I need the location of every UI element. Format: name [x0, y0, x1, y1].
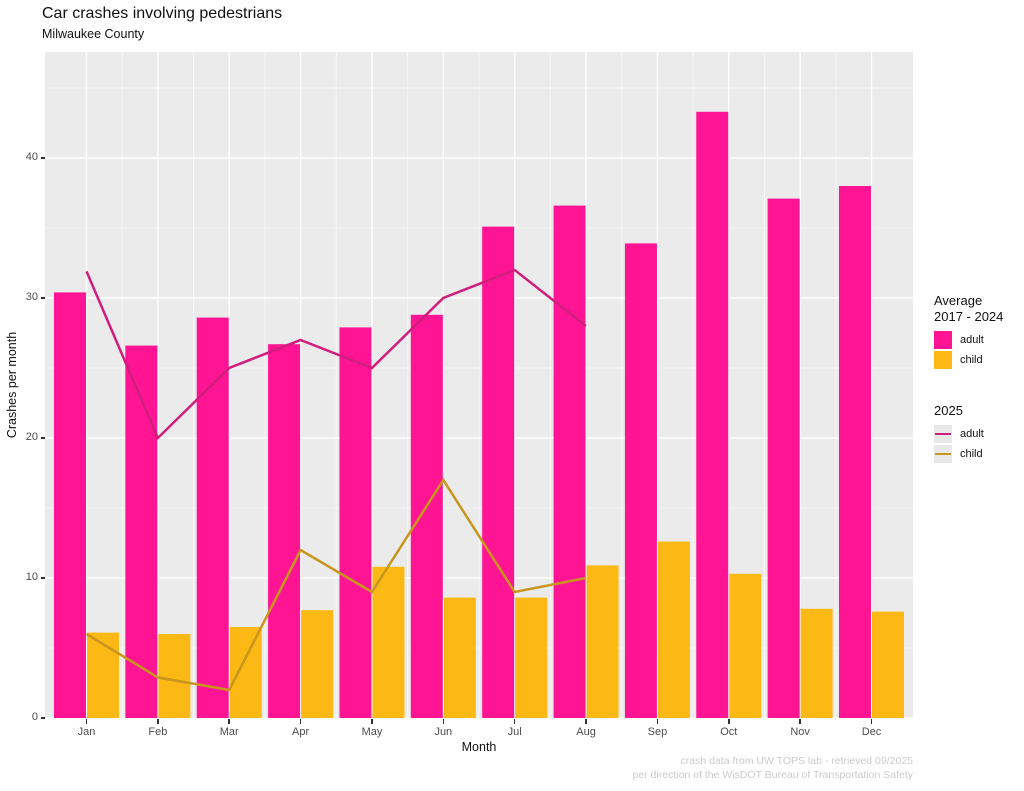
x-tick-mark [299, 719, 302, 724]
x-tick-label: Jul [507, 726, 522, 738]
legend-key-2025-child [934, 445, 952, 463]
bar-adult-aug [553, 205, 586, 719]
legend: Average 2017 - 2024 adult child 2025 adu… [934, 293, 1024, 465]
bar-adult-dec [839, 186, 871, 718]
x-tick-mark [799, 719, 801, 724]
y-tick-mark [41, 437, 45, 439]
y-tick-label: 10 [25, 571, 38, 583]
x-tick-mark [228, 719, 230, 724]
chart-subtitle: Milwaukee County [42, 27, 145, 41]
y-tick-label: 0 [31, 711, 38, 723]
legend-item-label: child [960, 354, 983, 366]
y-tick-mark [41, 717, 45, 719]
bar-child-dec [872, 611, 904, 718]
bar-adult-jan [54, 292, 86, 718]
x-tick-label: Aug [576, 726, 596, 738]
bar-child-oct [729, 573, 762, 718]
bar-child-jan [87, 632, 119, 718]
bar-child-feb [158, 634, 191, 718]
bar-child-mar [229, 627, 262, 718]
legend-items-average: adult child [934, 331, 1024, 369]
x-tick-mark [870, 719, 873, 724]
line-2025-child [85, 477, 587, 692]
bar-adult-apr [268, 344, 301, 718]
x-tick-label: Apr [292, 726, 310, 738]
bar-adult-nov [767, 198, 800, 719]
x-tick-label: Dec [861, 726, 882, 738]
y-tick-mark [41, 297, 45, 299]
legend-key-2025-adult [934, 425, 952, 443]
bar-child-aug [586, 565, 619, 718]
bar-child-jul [515, 597, 548, 718]
x-tick-mark [585, 719, 587, 724]
y-tick-label: 40 [25, 151, 38, 163]
x-tick-label: Oct [720, 726, 738, 738]
x-tick-mark [513, 719, 516, 724]
x-tick-label: Jan [77, 726, 96, 738]
y-tick-label: 20 [25, 431, 38, 443]
legend-title-2025: 2025 [934, 403, 963, 418]
bar-adult-may [339, 327, 372, 718]
plot-panel [45, 52, 913, 719]
caption-line2: per direction of the WisDOT Bureau of Tr… [632, 768, 913, 781]
bar-adult-jul [482, 226, 515, 718]
legend-swatch-avg-child-icon [934, 351, 952, 369]
bar-adult-feb [125, 345, 158, 718]
chart-canvas [45, 52, 913, 719]
x-tick-mark [442, 719, 445, 724]
legend-items-2025: adult child [934, 425, 1024, 463]
caption: crash data from UW TOPS lab - retrieved … [632, 755, 913, 782]
legend-title-average: Average 2017 - 2024 [934, 293, 1024, 325]
x-tick-label: Sep [647, 726, 668, 738]
x-tick-mark [728, 719, 730, 724]
chart-title: Car crashes involving pedestrians [42, 5, 283, 22]
x-tick-mark [157, 719, 159, 724]
x-tick-label: Nov [790, 726, 810, 738]
legend-item-2025-adult: adult [934, 425, 1024, 443]
caption-line1: crash data from UW TOPS lab - retrieved … [680, 755, 913, 767]
x-tick-label: Mar [219, 726, 239, 738]
y-tick-mark [41, 157, 45, 159]
bar-adult-sep [624, 243, 657, 718]
bar-adult-oct [696, 111, 729, 719]
bar-child-may [372, 566, 405, 718]
y-tick-label: 30 [25, 291, 38, 303]
x-axis-label: Month [461, 740, 497, 754]
y-axis-label: Crashes per month [5, 331, 19, 439]
legend-item-label: child [960, 448, 983, 460]
legend-line-2025-child-icon [935, 452, 951, 456]
x-tick-label: Jun [434, 726, 453, 738]
legend-title-average-line1: Average [934, 293, 983, 308]
bar-child-nov [800, 608, 833, 718]
legend-swatch-avg-adult-icon [934, 331, 952, 349]
legend-title-average-line2: 2017 - 2024 [934, 309, 1004, 324]
x-tick-mark [85, 719, 88, 724]
legend-line-2025-adult-icon [935, 432, 951, 436]
bar-child-apr [301, 610, 334, 718]
x-tick-label: Feb [148, 726, 168, 738]
legend-item-label: adult [960, 428, 984, 440]
y-tick-mark [41, 577, 45, 579]
bar-adult-jun [410, 314, 443, 718]
bar-adult-mar [196, 317, 229, 718]
legend-item-2025-child: child [934, 445, 1024, 463]
x-tick-mark [656, 719, 659, 724]
legend-item-avg-adult: adult [934, 331, 1024, 349]
legend-item-avg-child: child [934, 351, 1024, 369]
legend-item-label: adult [960, 334, 984, 346]
line-2025-adult [85, 268, 587, 441]
bar-child-sep [657, 541, 690, 718]
x-tick-mark [371, 719, 373, 724]
x-tick-label: May [361, 726, 383, 738]
bar-child-jun [443, 597, 476, 718]
